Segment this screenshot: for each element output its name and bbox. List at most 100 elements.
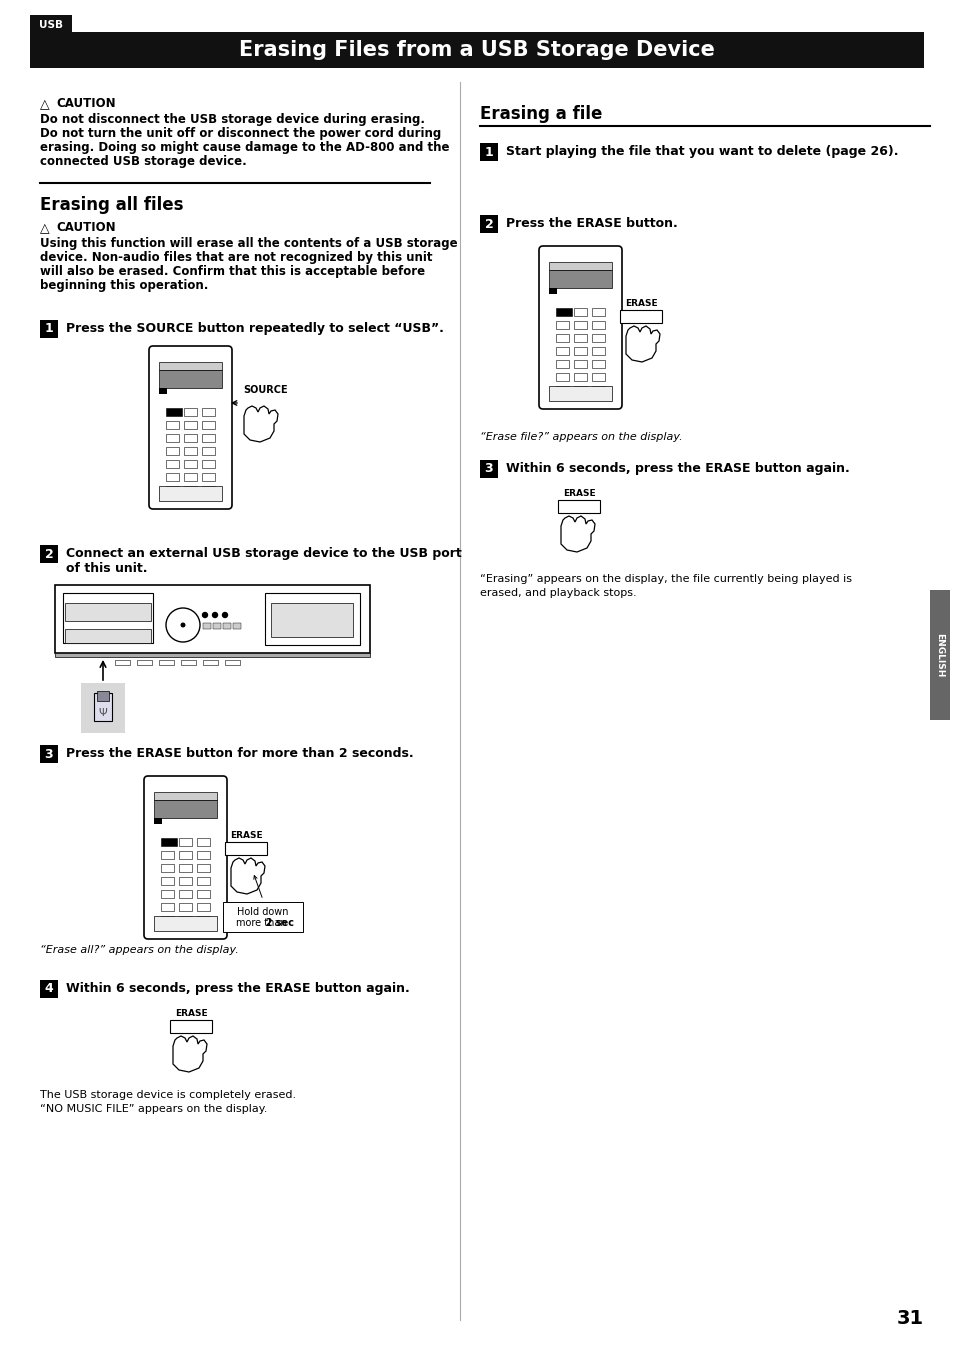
Text: ERASE: ERASE <box>562 489 595 498</box>
Text: SOURCE: SOURCE <box>243 385 287 396</box>
Bar <box>166 421 179 429</box>
Text: Ψ: Ψ <box>98 707 108 718</box>
Bar <box>202 421 214 429</box>
Bar <box>196 850 210 859</box>
Bar <box>556 333 568 342</box>
Bar <box>202 408 214 416</box>
Bar <box>548 386 612 401</box>
Bar <box>196 878 210 886</box>
Bar <box>574 373 586 381</box>
Bar <box>233 622 241 629</box>
Bar <box>159 362 222 370</box>
Bar <box>184 486 196 494</box>
Bar <box>592 360 604 369</box>
Polygon shape <box>560 516 595 552</box>
Text: △: △ <box>40 221 50 235</box>
Text: 2: 2 <box>484 217 493 231</box>
Bar <box>81 683 125 733</box>
Bar <box>184 472 196 481</box>
Bar <box>213 622 221 629</box>
Text: Do not disconnect the USB storage device during erasing.: Do not disconnect the USB storage device… <box>40 113 424 126</box>
Bar <box>225 660 240 666</box>
Text: ERASE: ERASE <box>174 1008 207 1018</box>
Text: 2 sec: 2 sec <box>232 918 294 927</box>
Text: CAUTION: CAUTION <box>56 221 115 234</box>
Text: beginning this operation.: beginning this operation. <box>40 279 208 292</box>
Bar <box>196 903 210 911</box>
Bar <box>40 320 58 338</box>
Bar <box>592 386 604 394</box>
Bar <box>271 603 353 637</box>
Bar <box>184 408 196 416</box>
Bar <box>161 850 173 859</box>
Bar <box>223 902 303 932</box>
Bar <box>153 801 216 818</box>
Bar <box>153 818 162 824</box>
Bar <box>479 460 497 478</box>
Text: 1: 1 <box>484 146 493 158</box>
Bar <box>166 460 179 468</box>
Circle shape <box>166 608 200 643</box>
Bar <box>556 373 568 381</box>
Bar <box>479 143 497 161</box>
Circle shape <box>180 622 185 628</box>
Bar <box>159 387 167 394</box>
Bar <box>556 360 568 369</box>
Bar <box>556 347 568 355</box>
Text: Using this function will erase all the contents of a USB storage: Using this function will erase all the c… <box>40 238 457 250</box>
Bar <box>184 433 196 441</box>
Bar <box>574 321 586 329</box>
Bar <box>548 262 612 270</box>
Bar <box>592 308 604 316</box>
Text: connected USB storage device.: connected USB storage device. <box>40 155 247 167</box>
Bar <box>548 270 612 288</box>
Bar <box>30 32 923 68</box>
Text: 2: 2 <box>45 548 53 560</box>
Bar <box>55 585 370 653</box>
Bar <box>556 308 572 316</box>
Text: ERASE: ERASE <box>624 298 657 308</box>
Bar <box>202 447 214 455</box>
Bar <box>166 408 182 416</box>
Bar <box>592 321 604 329</box>
Bar <box>40 545 58 563</box>
Bar <box>115 660 130 666</box>
Text: Start playing the file that you want to delete (page 26).: Start playing the file that you want to … <box>505 144 898 158</box>
Bar <box>159 486 222 501</box>
Text: 3: 3 <box>484 463 493 475</box>
Bar <box>166 447 179 455</box>
Bar <box>137 660 152 666</box>
Text: Connect an external USB storage device to the USB port
of this unit.: Connect an external USB storage device t… <box>66 547 461 575</box>
Bar <box>574 308 586 316</box>
Bar <box>196 917 210 923</box>
Bar <box>592 347 604 355</box>
Bar <box>179 864 192 872</box>
Bar <box>558 500 599 513</box>
Text: USB: USB <box>39 20 63 30</box>
Bar <box>153 917 216 932</box>
Bar <box>94 693 112 721</box>
Text: Hold down: Hold down <box>237 907 289 917</box>
Circle shape <box>202 613 208 617</box>
Bar <box>592 333 604 342</box>
Bar <box>159 370 222 387</box>
Bar <box>161 890 173 898</box>
Text: “Erasing” appears on the display, the file currently being played is: “Erasing” appears on the display, the fi… <box>479 574 851 585</box>
Bar <box>170 1021 212 1033</box>
Text: erased, and playback stops.: erased, and playback stops. <box>479 589 636 598</box>
Text: △: △ <box>40 99 50 111</box>
Text: Within 6 seconds, press the ERASE button again.: Within 6 seconds, press the ERASE button… <box>66 981 410 995</box>
Bar <box>202 472 214 481</box>
Bar <box>181 660 195 666</box>
Bar <box>30 15 71 35</box>
Bar <box>202 486 214 494</box>
Bar <box>479 215 497 234</box>
Bar <box>179 917 192 923</box>
Bar <box>203 622 211 629</box>
Bar <box>548 288 557 294</box>
Bar <box>196 864 210 872</box>
Text: Press the ERASE button.: Press the ERASE button. <box>505 217 677 230</box>
Polygon shape <box>172 1035 207 1072</box>
Bar <box>55 653 370 657</box>
Bar <box>556 321 568 329</box>
